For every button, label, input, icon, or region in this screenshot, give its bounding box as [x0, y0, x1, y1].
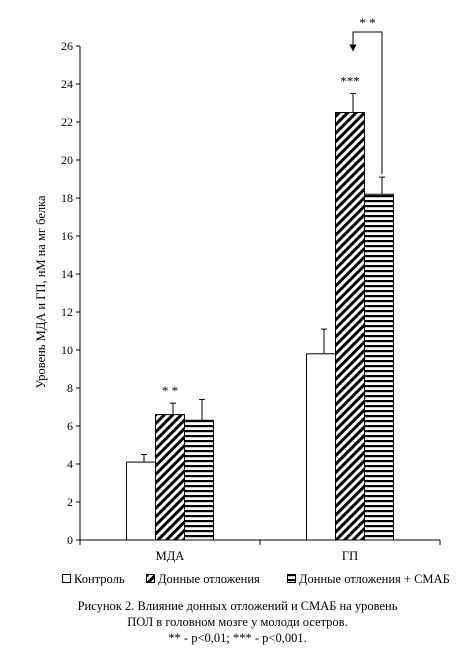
y-tick-label: 26 [61, 39, 73, 53]
legend-swatch-sediments-smab [287, 574, 296, 583]
y-tick-label: 24 [61, 77, 73, 91]
y-tick-label: 2 [67, 495, 73, 509]
legend-swatch-sediments [146, 574, 155, 583]
y-tick-label: 12 [61, 305, 73, 319]
y-tick-label: 0 [67, 533, 73, 547]
caption-line-3: ** - р<0,01; *** - р<0,001. [168, 631, 307, 645]
bar [155, 414, 185, 541]
legend-label-sediments: Донные отложения [158, 572, 260, 586]
bar [335, 112, 365, 541]
y-tick-label: 14 [61, 267, 73, 281]
x-tick-label: МДА [156, 549, 185, 563]
caption-line-2: ПОЛ в головном мозге у молоди осетров. [127, 615, 348, 629]
y-axis-label: Уровень МДА и ГП, нМ на мг белка [34, 195, 48, 389]
y-tick-label: 22 [61, 115, 73, 129]
legend-swatch-control [62, 574, 71, 583]
y-tick-label: 4 [67, 457, 73, 471]
bar [306, 353, 336, 541]
bars [126, 112, 394, 541]
y-tick-label: 20 [61, 153, 73, 167]
bar [184, 419, 214, 541]
caption-line-1: Рисунок 2. Влияние донных отложений и СМ… [77, 599, 398, 613]
error-bars [141, 93, 385, 463]
y-tick-label: 18 [61, 191, 73, 205]
legend-label-sediments-smab: Донные отложения + СМАБ [299, 572, 450, 586]
bracket-arrowhead [349, 44, 357, 52]
annotations: * * *** * * [162, 15, 383, 398]
bar-chart: Уровень МДА и ГП, нМ на мг белка 0246810… [34, 15, 441, 563]
y-tick-label: 16 [61, 229, 73, 243]
bar [364, 193, 394, 541]
figure-caption: Рисунок 2. Влияние донных отложений и СМ… [0, 598, 475, 646]
significance-label: * * [162, 383, 178, 398]
significance-label: *** [340, 74, 360, 89]
y-tick-label: 6 [67, 419, 73, 433]
x-tick-label: ГП [342, 549, 358, 563]
legend-label-control: Контроль [74, 572, 125, 586]
legend: Контроль Донные отложения Донные отложен… [62, 571, 462, 587]
bracket-label: * * [359, 15, 375, 30]
significance-bracket [352, 31, 383, 175]
y-tick-label: 10 [61, 343, 73, 357]
bar [126, 461, 156, 541]
y-tick-label: 8 [67, 381, 73, 395]
